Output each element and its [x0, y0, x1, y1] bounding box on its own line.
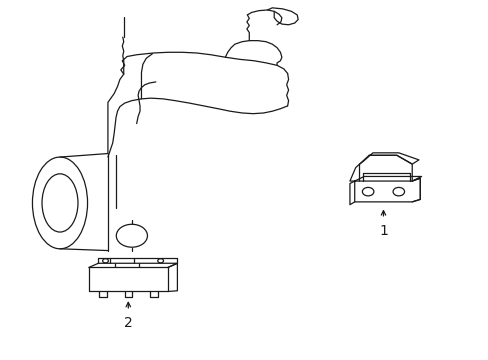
Text: 2: 2: [123, 316, 132, 330]
Text: 1: 1: [378, 224, 387, 238]
